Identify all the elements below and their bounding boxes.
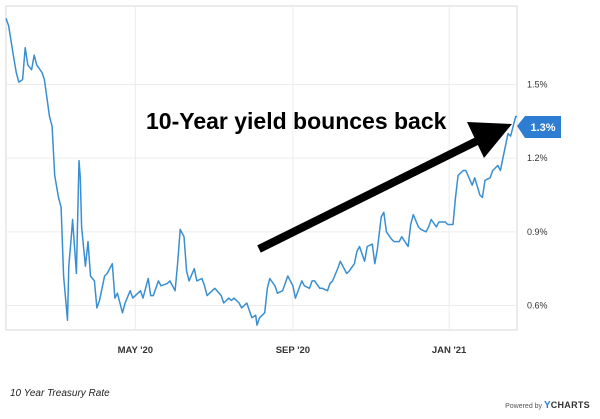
x-tick-label: MAY '20: [118, 345, 154, 356]
y-tick-label: 1.2%: [527, 153, 548, 163]
ycharts-logo: YCHARTS: [544, 400, 590, 411]
treasury-rate-series-line: [5, 18, 517, 326]
x-axis: MAY '20 SEP '20 JAN '21: [118, 345, 467, 356]
y-axis: 0.6% 0.9% 1.2% 1.5%: [527, 80, 548, 311]
treasury-rate-chart: MAY '20 SEP '20 JAN '21 0.6% 0.9% 1.2% 1.5% 1…: [5, 5, 561, 356]
y-tick-label: 0.9%: [527, 227, 548, 237]
ycharts-attribution: Powered by YCHARTS: [505, 400, 590, 411]
x-tick-label: SEP '20: [276, 345, 310, 356]
last-value-badge-shape: [517, 116, 561, 138]
chart-footer-title: 10 Year Treasury Rate: [10, 388, 110, 399]
gridlines: [6, 6, 517, 330]
y-tick-label: 1.5%: [527, 80, 548, 90]
ycharts-logo-y: Y: [544, 400, 551, 411]
powered-by-text: Powered by: [505, 403, 543, 410]
chart-annotation: 10-Year yield bounces back: [146, 108, 447, 134]
y-tick-label: 0.6%: [527, 300, 548, 310]
plot-area: [5, 5, 518, 331]
last-value-label: 1.3%: [530, 122, 555, 134]
last-value-badge: 1.3%: [517, 116, 561, 138]
trend-arrow-shaft: [257, 133, 487, 253]
ycharts-logo-text: CHARTS: [550, 400, 590, 410]
trend-arrow: [257, 122, 512, 253]
x-tick-label: JAN '21: [432, 345, 467, 356]
trend-arrow-head: [467, 122, 512, 158]
